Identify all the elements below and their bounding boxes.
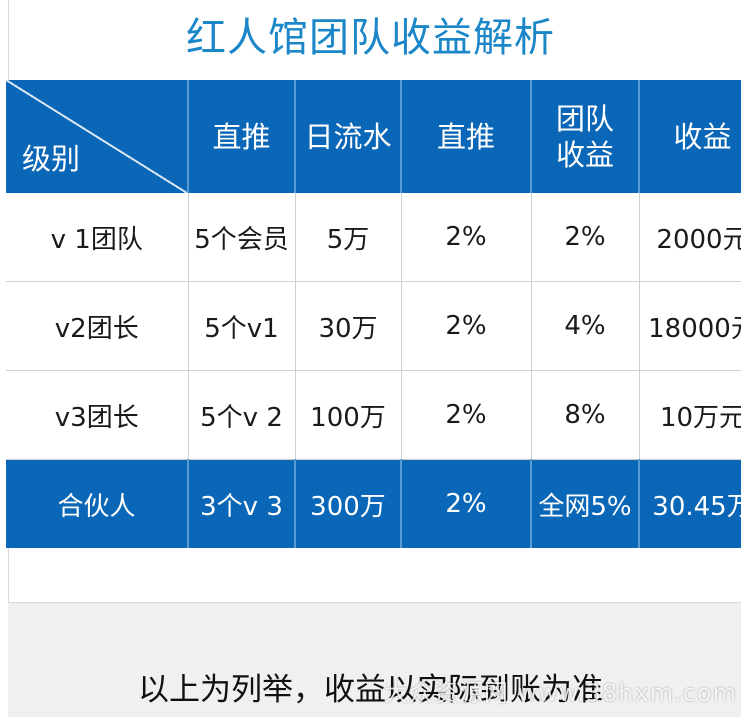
- cell-income: 18000元: [639, 281, 741, 371]
- cell-direct-push: 3个v 3: [188, 459, 296, 548]
- cell-direct-push: 5个v1: [188, 281, 296, 371]
- table-row: v 1团队 5个会员 5万 2% 2% 2000元: [6, 193, 741, 282]
- cell-direct-rate: 2%: [401, 370, 532, 460]
- cell-direct-rate: 2%: [401, 281, 532, 371]
- cell-daily-flow: 100万: [295, 370, 402, 460]
- header-direct-push: 直推: [188, 80, 296, 193]
- cell-direct-rate: 2%: [401, 193, 532, 282]
- footer-band: [8, 603, 741, 717]
- header-team-income-line1: 团队: [555, 101, 614, 136]
- empty-sheet-row: [8, 550, 741, 603]
- footer-note: 以上为列举，收益以实际到账为准: [138, 672, 603, 708]
- cell-level: v2团长: [6, 281, 189, 371]
- cell-team-rate: 2%: [531, 193, 640, 282]
- table-header-row: 级别 直推 日流水 直推 团队 收益 收益: [6, 80, 741, 193]
- cell-team-rate: 4%: [531, 281, 640, 371]
- cell-level: 合伙人: [6, 459, 189, 548]
- corner-label: 级别: [22, 142, 81, 176]
- cell-direct-push: 5个v 2: [188, 370, 296, 460]
- cell-direct-push: 5个会员: [188, 193, 296, 282]
- cell-daily-flow: 5万: [295, 193, 402, 282]
- team-income-table: 级别 直推 日流水 直推 团队 收益 收益 v 1团队 5个会员 5万 2% 2…: [6, 80, 741, 548]
- cell-team-rate: 全网5%: [531, 459, 640, 548]
- header-income: 收益: [639, 80, 741, 193]
- table-row: v2团长 5个v1 30万 2% 4% 18000元: [6, 281, 741, 371]
- cell-direct-rate: 2%: [401, 459, 532, 548]
- cell-income: 2000元: [639, 193, 741, 282]
- header-daily-flow: 日流水: [295, 80, 402, 193]
- table-row: v3团长 5个v 2 100万 2% 8% 10万元: [6, 370, 741, 460]
- diagonal-divider: [6, 80, 186, 193]
- header-team-income: 团队 收益: [531, 80, 640, 193]
- page-title: 红人馆团队收益解析: [186, 15, 555, 61]
- header-team-income-line2: 收益: [555, 137, 614, 172]
- watermark: 大众资源网 www.38hxm.com: [383, 679, 737, 707]
- header-direct-rate: 直推: [401, 80, 532, 193]
- cell-daily-flow: 30万: [295, 281, 402, 371]
- table-total-row: 合伙人 3个v 3 300万 2% 全网5% 30.45万: [6, 459, 741, 548]
- cell-income: 10万元: [639, 370, 741, 460]
- cell-daily-flow: 300万: [295, 459, 402, 548]
- cell-level: v3团长: [6, 370, 189, 460]
- cell-level: v 1团队: [6, 193, 189, 282]
- cell-team-rate: 8%: [531, 370, 640, 460]
- corner-header-cell: 级别: [6, 80, 189, 193]
- cell-income: 30.45万: [639, 459, 741, 548]
